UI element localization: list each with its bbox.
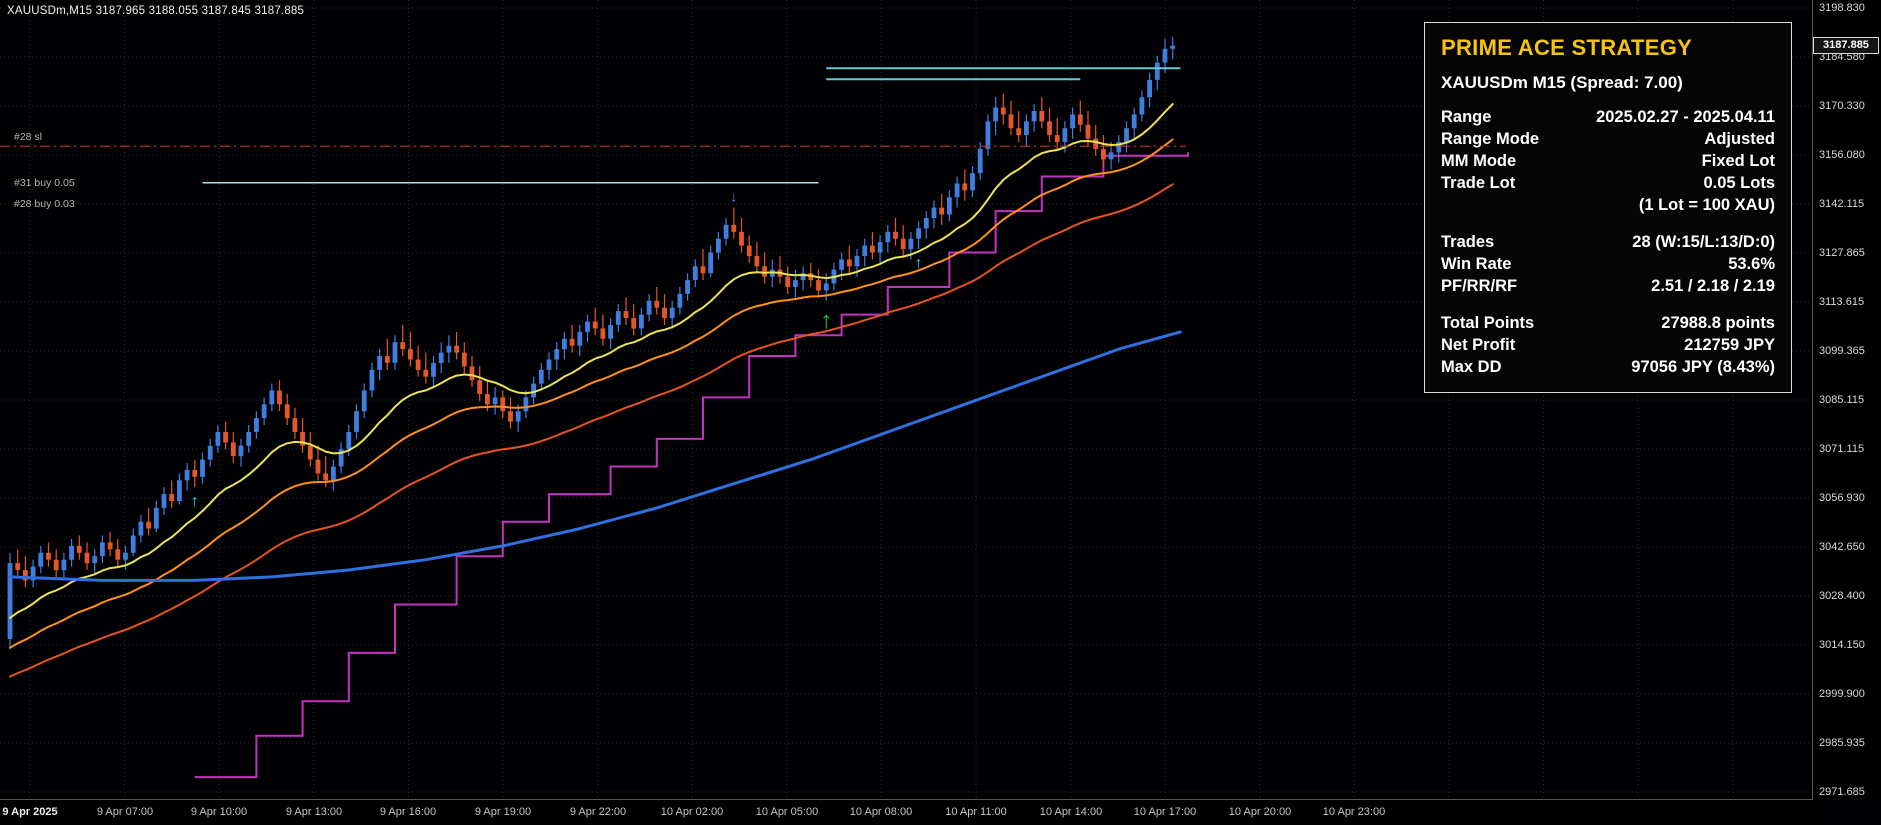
ma-long-blue bbox=[8, 330, 1182, 582]
row-label: PF/RR/RF bbox=[1441, 277, 1518, 295]
time-tick-label: 10 Apr 20:00 bbox=[1228, 806, 1292, 818]
row-label: Trades bbox=[1441, 233, 1495, 251]
ma-fast-yellow bbox=[9, 103, 1174, 619]
row-label: Max DD bbox=[1441, 358, 1502, 376]
time-tick-label: 10 Apr 11:00 bbox=[945, 806, 1007, 818]
row-label: Net Profit bbox=[1441, 336, 1516, 354]
strategy-info-panel: PRIME ACE STRATEGY XAUUSDm M15 (Spread: … bbox=[1424, 22, 1792, 393]
row-label: MM Mode bbox=[1441, 152, 1517, 170]
row-value: (1 Lot = 100 XAU) bbox=[1638, 196, 1775, 214]
price-tick-label: 3071.115 bbox=[1819, 443, 1865, 455]
row-value: 27988.8 points bbox=[1661, 314, 1775, 332]
row-value: 28 (W:15/L:13/D:0) bbox=[1632, 233, 1775, 251]
panel-row-mm-mode: MM Mode Fixed Lot bbox=[1441, 150, 1775, 172]
row-value: 53.6% bbox=[1728, 255, 1775, 273]
price-tick-label: 3170.330 bbox=[1819, 100, 1865, 112]
ma-mid-orange bbox=[9, 138, 1174, 649]
price-tick-label: 3127.865 bbox=[1819, 247, 1865, 259]
panel-row-max-dd: Max DD 97056 JPY (8.43%) bbox=[1441, 356, 1775, 378]
price-tick-label: 2971.685 bbox=[1819, 786, 1865, 798]
ma-slow-red bbox=[9, 183, 1174, 678]
row-label: Range bbox=[1441, 108, 1492, 126]
time-axis[interactable]: 9 Apr 2025 9 Apr 07:00 9 Apr 10:00 9 Apr 13… bbox=[0, 800, 1812, 825]
panel-row-range-mode: Range Mode Adjusted bbox=[1441, 128, 1775, 150]
panel-title: PRIME ACE STRATEGY bbox=[1441, 35, 1693, 60]
panel-row-win-rate: Win Rate 53.6% bbox=[1441, 253, 1775, 275]
price-tick-label: 3198.830 bbox=[1819, 2, 1865, 14]
chart-plot-area[interactable]: ↑ ↓ ↑ ↑ XAUUSDm,M15 3187.965 3188.055 3187.… bbox=[0, 0, 1813, 800]
candles bbox=[7, 36, 1176, 650]
price-tick-label: 3056.930 bbox=[1819, 492, 1865, 504]
price-tick-label: 3184.580 bbox=[1819, 51, 1865, 63]
order-label-31: #31 buy 0.05 bbox=[14, 177, 75, 189]
price-tick-label: 3142.115 bbox=[1819, 198, 1865, 210]
trail-stop-line bbox=[194, 152, 1190, 779]
row-value: 0.05 Lots bbox=[1703, 174, 1775, 192]
time-tick-label: 9 Apr 13:00 bbox=[285, 806, 343, 818]
panel-row-lot-note: (1 Lot = 100 XAU) bbox=[1441, 194, 1775, 216]
row-label: Range Mode bbox=[1441, 130, 1540, 148]
price-axis[interactable]: 3198.830 3184.580 3170.330 3156.080 3142.115… bbox=[1813, 0, 1881, 799]
price-tick-label: 3099.365 bbox=[1819, 345, 1865, 357]
price-chart-canvas[interactable]: ↑ ↓ ↑ ↑ bbox=[0, 0, 1812, 799]
time-tick-label: 10 Apr 05:00 bbox=[755, 806, 819, 818]
panel-row-net-profit: Net Profit 212759 JPY bbox=[1441, 334, 1775, 356]
price-tick-label: 3085.115 bbox=[1819, 394, 1865, 406]
time-tick-label: 10 Apr 08:00 bbox=[849, 806, 913, 818]
time-tick-label: 9 Apr 2025 bbox=[2, 806, 58, 818]
price-tick-label: 3042.650 bbox=[1819, 541, 1865, 553]
time-tick-label: 9 Apr 10:00 bbox=[190, 806, 248, 818]
time-tick-label: 9 Apr 07:00 bbox=[96, 806, 154, 818]
time-tick-label: 10 Apr 17:00 bbox=[1133, 806, 1197, 818]
time-tick-label: 9 Apr 22:00 bbox=[569, 806, 627, 818]
buy-arrow-1: ↑ bbox=[191, 493, 199, 510]
buy-arrow-bold: ↑ bbox=[820, 307, 832, 334]
chart-quote-ohlc: XAUUSDm,M15 3187.965 3188.055 3187.845 3… bbox=[7, 5, 305, 17]
price-tick-label: 3014.150 bbox=[1819, 639, 1865, 651]
row-value: 2.51 / 2.18 / 2.19 bbox=[1651, 277, 1775, 295]
row-label: Win Rate bbox=[1441, 255, 1512, 273]
row-value: 2025.02.27 - 2025.04.11 bbox=[1596, 108, 1775, 126]
price-tick-label: 2985.935 bbox=[1819, 737, 1865, 749]
row-value: Fixed Lot bbox=[1701, 152, 1775, 170]
time-tick-label: 9 Apr 19:00 bbox=[474, 806, 532, 818]
panel-subtitle: XAUUSDm M15 (Spread: 7.00) bbox=[1441, 73, 1683, 92]
row-value: 212759 JPY bbox=[1684, 336, 1775, 354]
row-value: 97056 JPY (8.43%) bbox=[1631, 358, 1775, 376]
row-label: Total Points bbox=[1441, 314, 1535, 332]
panel-row-trades: Trades 28 (W:15/L:13/D:0) bbox=[1441, 231, 1775, 253]
price-tick-label: 3113.615 bbox=[1819, 296, 1865, 308]
current-price-badge: 3187.885 bbox=[1813, 37, 1879, 54]
time-tick-label: 9 Apr 16:00 bbox=[379, 806, 437, 818]
panel-row-pf-rr-rf: PF/RR/RF 2.51 / 2.18 / 2.19 bbox=[1441, 275, 1775, 297]
buy-arrow-2: ↑ bbox=[915, 255, 923, 272]
price-tick-label: 3156.080 bbox=[1819, 149, 1865, 161]
stoploss-label: #28 sl bbox=[14, 131, 43, 143]
time-tick-label: 10 Apr 02:00 bbox=[660, 806, 724, 818]
row-value: Adjusted bbox=[1704, 130, 1775, 148]
price-tick-label: 2999.900 bbox=[1819, 688, 1865, 700]
time-tick-label: 10 Apr 14:00 bbox=[1039, 806, 1103, 818]
panel-row-total-points: Total Points 27988.8 points bbox=[1441, 312, 1775, 334]
exit-arrow: ↓ bbox=[730, 189, 738, 206]
row-label: Trade Lot bbox=[1441, 174, 1516, 192]
panel-row-trade-lot: Trade Lot 0.05 Lots bbox=[1441, 172, 1775, 194]
time-tick-label: 10 Apr 23:00 bbox=[1322, 806, 1386, 818]
order-label-28: #28 buy 0.03 bbox=[14, 198, 75, 210]
panel-row-range: Range 2025.02.27 - 2025.04.11 bbox=[1441, 106, 1775, 128]
price-tick-label: 3028.400 bbox=[1819, 590, 1865, 602]
